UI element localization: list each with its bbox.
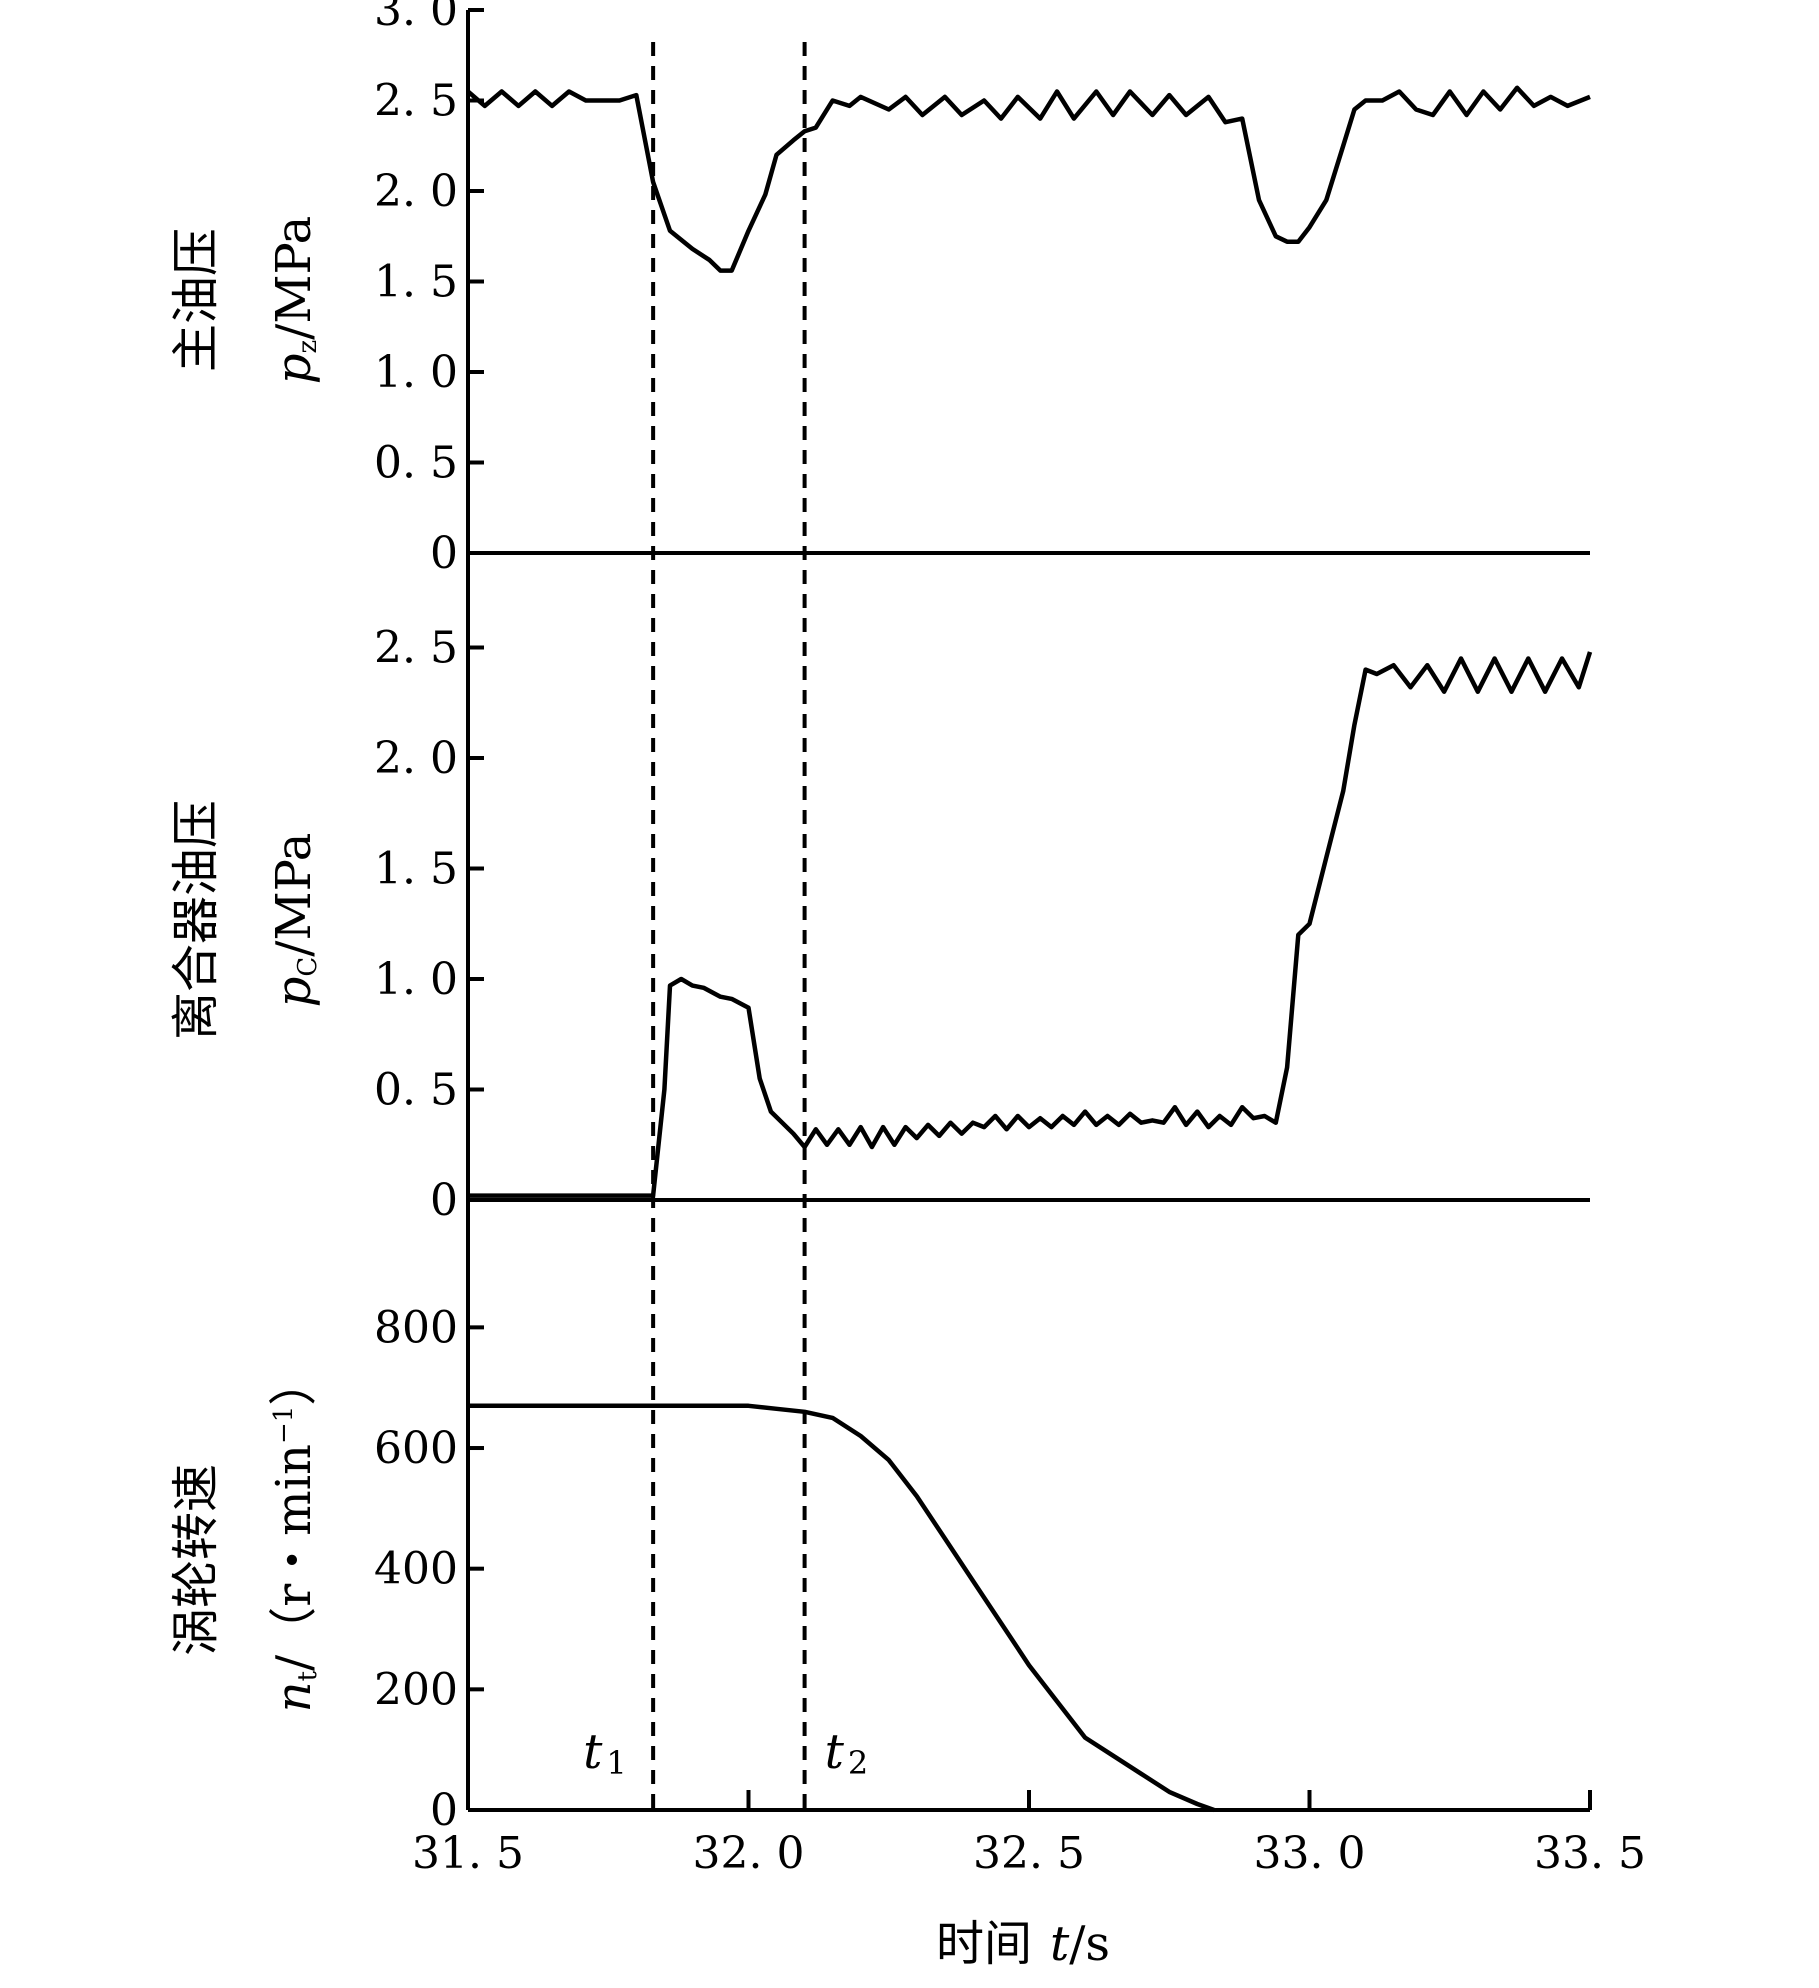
y-tick-label: 3. 0 xyxy=(374,0,458,36)
ticks-layer: 0 0. 5 1. 0 1. 5 2. 0 2. 5 3. 0 0 0. 5 1. 0 1. 5 2.… xyxy=(374,0,1646,1879)
y-tick-label: 400 xyxy=(374,1544,458,1595)
y-tick-label: 2. 0 xyxy=(374,166,458,217)
bottom-ylabel-symbol: nt/（r・min−1） xyxy=(266,1358,323,1713)
y-tick-label: 0. 5 xyxy=(374,438,458,489)
y-tick-label: 1. 5 xyxy=(374,844,458,895)
series-line xyxy=(466,85,1591,273)
x-tick-label: 31. 5 xyxy=(412,1828,524,1879)
series-line xyxy=(468,651,1593,1198)
bottom-ylabel-cn: 涡轮转速 xyxy=(168,1464,224,1656)
y-tick-label: 0 xyxy=(430,1785,458,1836)
y-tick-label: 0 xyxy=(430,528,458,579)
y-tick-label: 0. 5 xyxy=(374,1065,458,1116)
x-tick-label: 33. 0 xyxy=(1254,1828,1366,1879)
y-tick-label: 1. 0 xyxy=(374,347,458,398)
x-tick-label: 32. 5 xyxy=(973,1828,1085,1879)
y-tick-label: 200 xyxy=(374,1664,458,1715)
y-tick-label: 0 xyxy=(430,1175,458,1226)
y-tick-label: 1. 0 xyxy=(374,954,458,1005)
y-tick-label: 2. 0 xyxy=(374,733,458,784)
top-ylabel-cn: 主油压 xyxy=(168,228,224,372)
middle-ylabel-cn: 离合器油压 xyxy=(168,800,224,1040)
y-tick-label: 800 xyxy=(374,1302,458,1353)
y-tick-label: 1. 5 xyxy=(374,257,458,308)
y-tick-label: 2. 5 xyxy=(374,623,458,674)
x-tick-label: 33. 5 xyxy=(1534,1828,1646,1879)
x-axis-label: 时间 t/s xyxy=(936,1916,1110,1972)
series-layer xyxy=(466,85,1593,1813)
y-tick-label: 2. 5 xyxy=(374,76,458,127)
top-ylabel-symbol: pz/MPa xyxy=(266,216,323,385)
y-tick-label: 600 xyxy=(374,1423,458,1474)
middle-ylabel-symbol: pC/MPa xyxy=(266,833,323,1008)
x-tick-label: 32. 0 xyxy=(693,1828,805,1879)
